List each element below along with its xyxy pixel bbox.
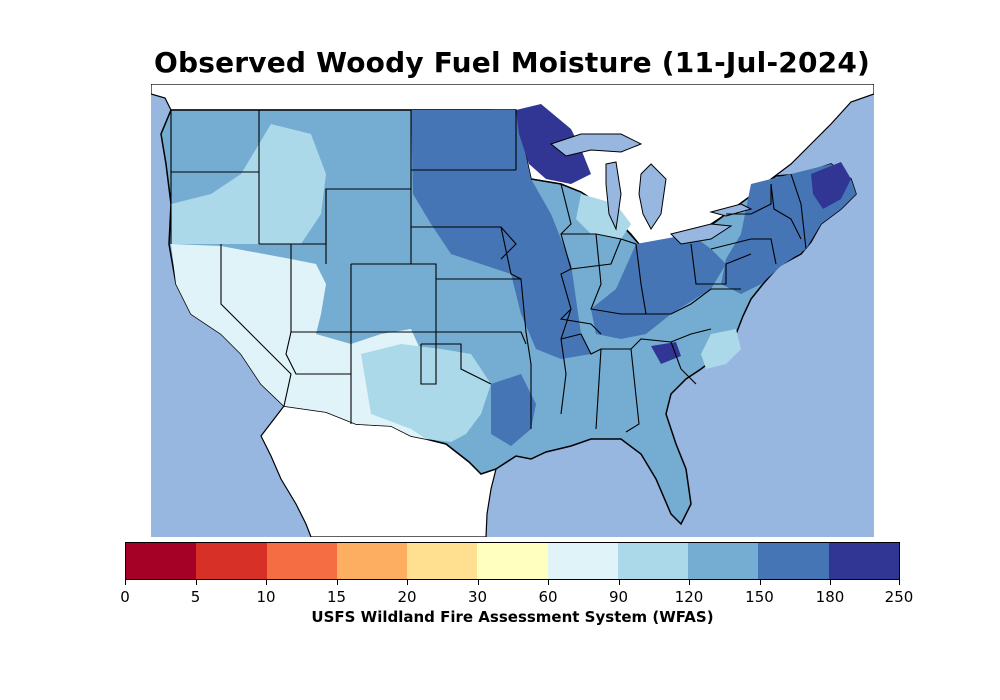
- zone-90-120-texas: [361, 344, 491, 442]
- zone-90-120-ohio: [576, 194, 631, 239]
- colorbar-segment: [266, 543, 337, 579]
- colorbar-tick-label: 90: [608, 588, 629, 606]
- colorbar-segment: [196, 543, 267, 579]
- colorbar-tick-label: 120: [674, 588, 704, 606]
- zone-150-180-plains: [411, 110, 591, 359]
- great-lakes: [549, 133, 753, 245]
- colorbar-segment: [407, 543, 478, 579]
- colorbar-ticks: 0 5 10 15 20 30 60 90 120 150 180 250: [120, 580, 913, 610]
- colorbar-segment: [617, 543, 689, 579]
- colorbar-tick-label: 250: [884, 588, 914, 606]
- zone-150-180-plains-north: [413, 110, 516, 154]
- zone-90-120-northwest: [171, 124, 326, 244]
- colorbar-segment: [828, 543, 899, 579]
- map-svg: [151, 84, 874, 537]
- colorbar-tick: [336, 580, 338, 585]
- colorbar-tick-label: 20: [397, 588, 417, 606]
- zone-150-180-gulf: [491, 374, 536, 446]
- colorbar-tick: [830, 580, 831, 585]
- colorbar-tick: [689, 580, 690, 585]
- colorbar-tick: [266, 580, 267, 585]
- zone-180-250-maine: [811, 162, 851, 209]
- colorbar-segment: [758, 543, 829, 579]
- colorbar-tick-label: 0: [120, 588, 130, 606]
- zone-90-120-carolina: [701, 329, 741, 369]
- colorbar-tick: [407, 580, 408, 585]
- colorbar-tick: [477, 580, 479, 585]
- state-borders: [170, 110, 807, 433]
- colorbar-segment: [688, 543, 759, 579]
- colorbar-caption: USFS Wildland Fire Assessment System (WF…: [311, 608, 714, 626]
- fuel-moisture-map: [151, 84, 874, 537]
- colorbar-tick-label: 5: [190, 588, 201, 606]
- colorbar-tick-label: 10: [256, 588, 276, 606]
- colorbar-segment: [547, 543, 618, 579]
- colorbar-tick-label: 180: [815, 588, 845, 606]
- chart-title: Observed Woody Fuel Moisture (11-Jul-202…: [153, 46, 871, 79]
- colorbar-segment: [477, 543, 548, 579]
- colorbar-segment: [126, 543, 197, 579]
- colorbar-tick: [125, 580, 126, 585]
- colorbar-tick-label: 15: [326, 588, 347, 606]
- colorbar-segment: [336, 543, 408, 579]
- colorbar-tick: [548, 580, 549, 585]
- colorbar-tick-label: 60: [538, 588, 558, 606]
- colorbar-tick-label: 30: [467, 588, 488, 606]
- colorbar-tick: [899, 580, 900, 585]
- colorbar-tick: [195, 580, 197, 585]
- zone-150-180-ohio-valley: [591, 234, 726, 339]
- colorbar-tick: [759, 580, 761, 585]
- colorbar-tick-label: 150: [745, 588, 774, 606]
- colorbar-tick: [618, 580, 620, 585]
- colorbar: [125, 542, 900, 580]
